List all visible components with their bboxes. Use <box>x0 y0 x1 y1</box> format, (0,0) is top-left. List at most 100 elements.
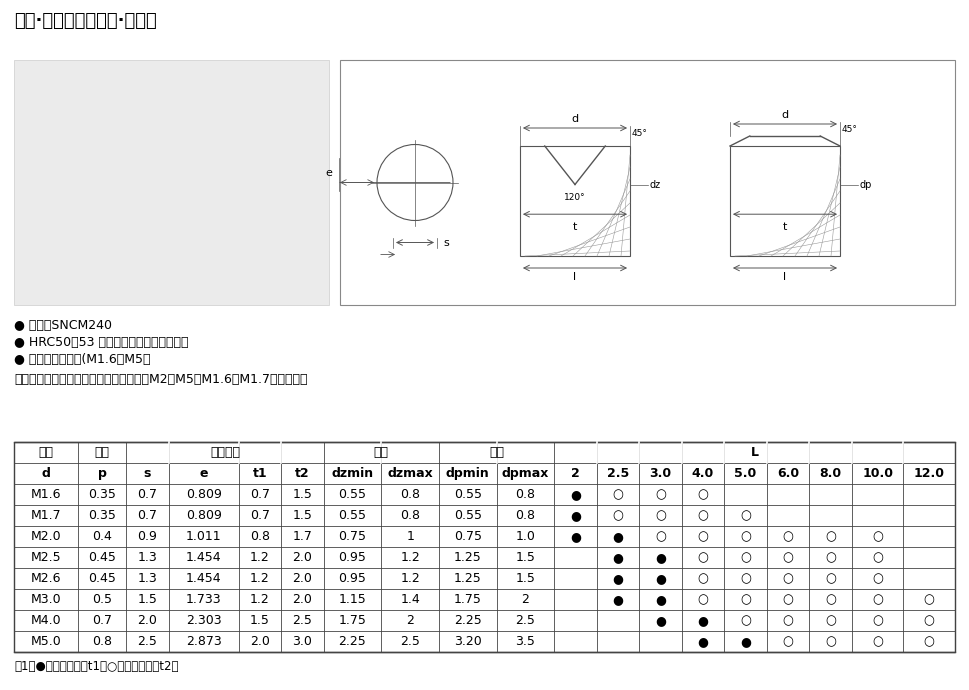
Text: dpmax: dpmax <box>502 467 549 480</box>
Text: ○: ○ <box>826 593 836 606</box>
Text: s: s <box>143 467 151 480</box>
Text: 牙距: 牙距 <box>95 446 109 459</box>
Text: 8.0: 8.0 <box>820 467 842 480</box>
Text: M1.7: M1.7 <box>31 509 61 522</box>
Text: 0.7: 0.7 <box>250 509 270 522</box>
Text: 0.95: 0.95 <box>338 551 366 564</box>
Bar <box>340 60 955 305</box>
Text: ○: ○ <box>783 530 794 543</box>
Text: 0.55: 0.55 <box>453 488 482 501</box>
Text: 1.4: 1.4 <box>400 593 420 606</box>
Text: 1: 1 <box>406 530 414 543</box>
Text: 0.45: 0.45 <box>88 572 116 585</box>
Text: 0.4: 0.4 <box>92 530 112 543</box>
Text: ○: ○ <box>872 635 883 648</box>
Text: 6.0: 6.0 <box>777 467 799 480</box>
Text: ○: ○ <box>783 572 794 585</box>
Text: ○: ○ <box>740 614 751 627</box>
Text: 2: 2 <box>406 614 414 627</box>
Text: 45°: 45° <box>632 129 648 138</box>
Text: ○: ○ <box>826 614 836 627</box>
Text: 0.8: 0.8 <box>92 635 112 648</box>
Text: e: e <box>326 168 332 177</box>
Text: 0.45: 0.45 <box>88 551 116 564</box>
Text: ○: ○ <box>783 635 794 648</box>
Text: 0.8: 0.8 <box>516 488 536 501</box>
Text: 2.0: 2.0 <box>250 635 269 648</box>
Text: ○: ○ <box>826 530 836 543</box>
Text: ○: ○ <box>655 488 666 501</box>
Text: ●: ● <box>655 593 666 606</box>
Text: ○: ○ <box>612 509 623 522</box>
Text: 凹头·平头（クボミ先·平先）: 凹头·平头（クボミ先·平先） <box>14 12 157 30</box>
Text: 2: 2 <box>571 467 579 480</box>
Text: 0.35: 0.35 <box>88 509 116 522</box>
Text: 2.303: 2.303 <box>186 614 222 627</box>
Text: ● 材质：SNCM240: ● 材质：SNCM240 <box>14 319 112 332</box>
Text: p: p <box>98 467 107 480</box>
Text: 0.75: 0.75 <box>338 530 366 543</box>
Text: 1.5: 1.5 <box>250 614 269 627</box>
Text: 1.5: 1.5 <box>293 509 312 522</box>
Text: 0.809: 0.809 <box>186 488 222 501</box>
Text: 2.5: 2.5 <box>516 614 536 627</box>
Text: 0.8: 0.8 <box>400 509 421 522</box>
Text: ○: ○ <box>923 614 935 627</box>
Text: 120°: 120° <box>564 193 586 201</box>
Text: 平头: 平头 <box>489 446 504 459</box>
Text: ○: ○ <box>740 572 751 585</box>
Text: 1.2: 1.2 <box>400 572 420 585</box>
Text: ● 表面处理：发黑(M1.6～M5）: ● 表面处理：发黑(M1.6～M5） <box>14 353 150 366</box>
Text: 3.20: 3.20 <box>453 635 482 648</box>
Text: ●: ● <box>655 551 666 564</box>
Text: 0.7: 0.7 <box>138 488 158 501</box>
Text: ●: ● <box>655 614 666 627</box>
Text: 0.75: 0.75 <box>453 530 482 543</box>
Text: 0.55: 0.55 <box>338 509 366 522</box>
Text: 1.011: 1.011 <box>186 530 222 543</box>
Text: dz: dz <box>650 179 661 190</box>
Text: ○: ○ <box>872 530 883 543</box>
Text: 0.809: 0.809 <box>186 509 222 522</box>
Text: ○: ○ <box>698 572 708 585</box>
Text: ○: ○ <box>872 572 883 585</box>
Text: 2.5: 2.5 <box>138 635 158 648</box>
Text: ○: ○ <box>698 509 708 522</box>
Text: 2.5: 2.5 <box>293 614 312 627</box>
Text: 2.0: 2.0 <box>293 593 312 606</box>
Text: 0.7: 0.7 <box>138 509 158 522</box>
Text: t: t <box>573 222 578 233</box>
Text: e: e <box>200 467 208 480</box>
Text: 1.2: 1.2 <box>250 572 269 585</box>
Text: ○: ○ <box>612 488 623 501</box>
Text: ○: ○ <box>698 551 708 564</box>
Text: dzmax: dzmax <box>388 467 433 480</box>
Text: 0.7: 0.7 <box>250 488 270 501</box>
Text: ●: ● <box>612 593 623 606</box>
Text: 3.0: 3.0 <box>649 467 672 480</box>
Text: ○: ○ <box>698 530 708 543</box>
Text: M2.5: M2.5 <box>31 551 61 564</box>
Text: M4.0: M4.0 <box>31 614 61 627</box>
Text: ● HRC50～53 硬度高，端面更不容易变形: ● HRC50～53 硬度高，端面更不容易变形 <box>14 336 189 349</box>
Text: ○: ○ <box>826 572 836 585</box>
Text: ○: ○ <box>740 593 751 606</box>
Text: M1.6: M1.6 <box>31 488 61 501</box>
Bar <box>14 442 955 652</box>
Text: 2.0: 2.0 <box>293 572 312 585</box>
Text: 内六角孔: 内六角孔 <box>210 446 240 459</box>
Text: 0.7: 0.7 <box>92 614 112 627</box>
Text: 1.5: 1.5 <box>516 572 536 585</box>
Text: ○: ○ <box>872 593 883 606</box>
Text: 2.5: 2.5 <box>400 635 421 648</box>
Text: ○: ○ <box>923 635 935 648</box>
Text: 1.25: 1.25 <box>453 572 482 585</box>
Text: 3.5: 3.5 <box>516 635 536 648</box>
Text: 0.8: 0.8 <box>516 509 536 522</box>
Text: ●: ● <box>698 614 708 627</box>
Text: 1.2: 1.2 <box>250 551 269 564</box>
Text: ○: ○ <box>740 509 751 522</box>
Text: 1.2: 1.2 <box>400 551 420 564</box>
Text: dzmin: dzmin <box>331 467 373 480</box>
Text: M3.0: M3.0 <box>31 593 61 606</box>
